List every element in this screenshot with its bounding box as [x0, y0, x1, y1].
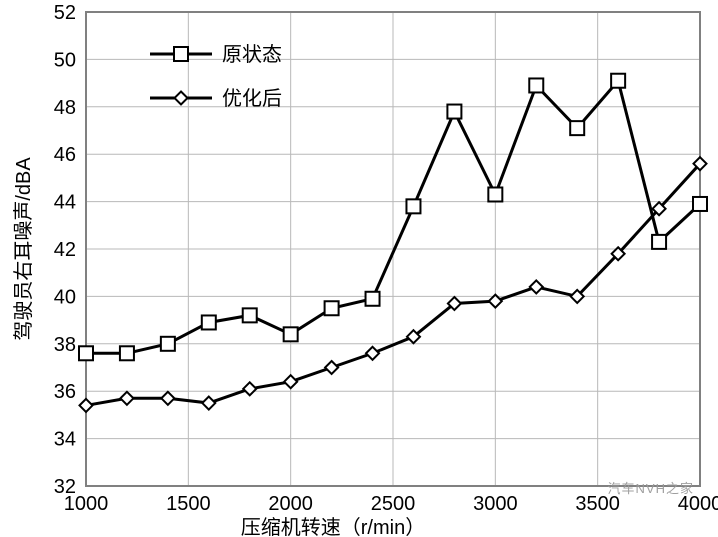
y-tick-label: 52 [54, 2, 76, 24]
series-marker-0 [529, 78, 543, 92]
chart-container: 1000150020002500300035004000323436384042… [0, 0, 718, 537]
y-axis-label: 驾驶员右耳噪声/dBA [12, 157, 35, 341]
y-tick-label: 40 [54, 286, 76, 308]
legend-marker-0 [174, 47, 188, 61]
line-chart: 1000150020002500300035004000323436384042… [0, 0, 718, 537]
series-marker-0 [447, 105, 461, 119]
series-marker-0 [488, 187, 502, 201]
series-marker-0 [161, 337, 175, 351]
x-tick-label: 1500 [166, 493, 211, 515]
series-marker-0 [611, 74, 625, 88]
series-marker-0 [284, 327, 298, 341]
series-marker-0 [406, 199, 420, 213]
x-axis-label: 压缩机转速（r/min） [241, 516, 425, 537]
x-tick-label: 3000 [473, 493, 518, 515]
series-marker-0 [79, 346, 93, 360]
series-marker-0 [652, 235, 666, 249]
series-marker-0 [570, 121, 584, 135]
series-marker-0 [243, 308, 257, 322]
series-marker-0 [120, 346, 134, 360]
series-marker-0 [693, 197, 707, 211]
x-tick-label: 2000 [268, 493, 313, 515]
y-tick-label: 32 [54, 476, 76, 498]
y-tick-label: 38 [54, 334, 76, 356]
y-tick-label: 50 [54, 49, 76, 71]
series-marker-0 [202, 315, 216, 329]
y-tick-label: 48 [54, 97, 76, 119]
y-tick-label: 44 [54, 192, 76, 214]
y-tick-label: 46 [54, 144, 76, 166]
y-tick-label: 34 [54, 429, 76, 451]
series-marker-0 [366, 292, 380, 306]
y-tick-label: 42 [54, 239, 76, 261]
legend-label-0: 原状态 [222, 43, 282, 66]
series-marker-0 [325, 301, 339, 315]
x-tick-label: 2500 [371, 493, 416, 515]
y-tick-label: 36 [54, 381, 76, 403]
watermark-text: 汽车NVH之家 [608, 478, 694, 497]
legend-label-1: 优化后 [222, 87, 282, 110]
